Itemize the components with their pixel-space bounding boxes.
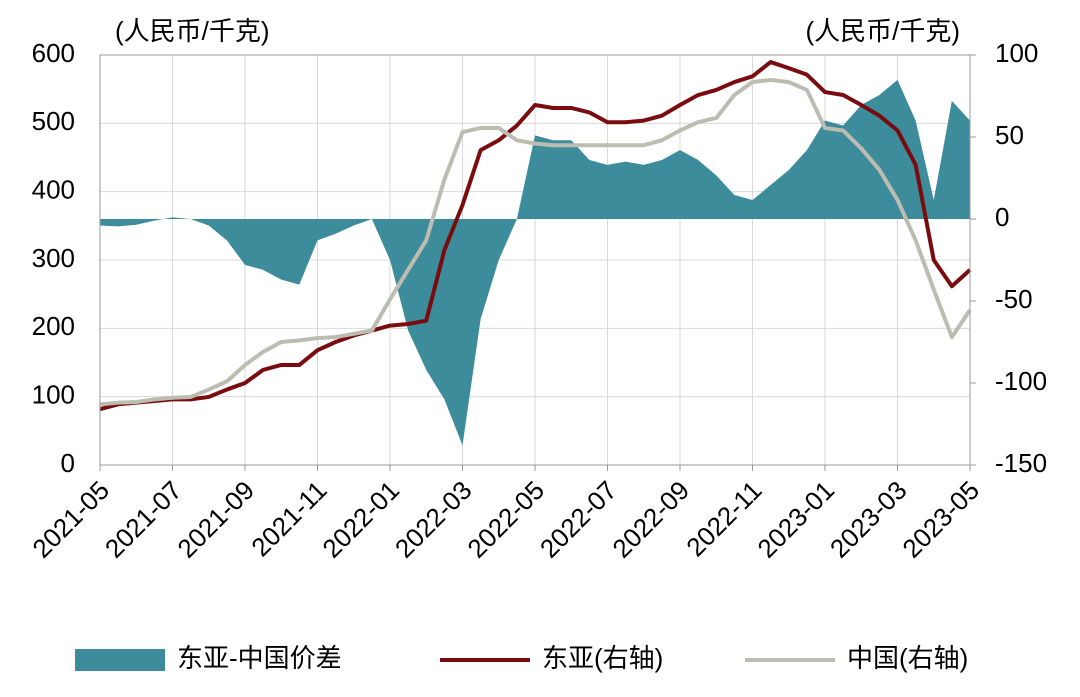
legend-label: 东亚(右轴) [542,643,663,673]
x-tick-label: 2021-09 [171,475,260,564]
y2-tick-label: -50 [995,284,1033,314]
y2-tick-label: 0 [995,202,1009,232]
y2-tick-label: 100 [995,38,1038,68]
plot-frame [99,54,971,466]
x-tick-label: 2022-07 [534,475,623,564]
legend-label: 中国(右轴) [847,643,968,673]
line [99,60,972,412]
y-tick-label: 100 [32,380,75,410]
y2-tick-label: -100 [995,366,1047,396]
x-tick-label: 2021-11 [245,475,332,562]
legend-swatch [75,649,165,671]
y-tick-label: 0 [61,448,75,478]
y2-tick-label: -150 [995,448,1047,478]
line [99,77,972,407]
y-tick-label: 500 [32,106,75,136]
x-tick-label: 2022-09 [606,475,695,564]
y-tick-label: 200 [32,311,75,341]
y-tick-label: 300 [32,243,75,273]
x-tick-label: 2022-03 [389,475,478,564]
y-tick-label: 600 [32,38,75,68]
y2-axis-label: (人民币/千克) [805,16,960,46]
x-tick-label: 2023-05 [896,475,985,564]
x-tick-label: 2022-11 [680,475,767,562]
legend-label: 东亚-中国价差 [177,643,342,673]
x-tick-label: 2022-05 [461,475,550,564]
y-tick-label: 400 [32,175,75,205]
x-tick-label: 2023-01 [751,475,840,564]
y2-tick-label: 50 [995,120,1024,150]
x-tick-label: 2021-07 [99,475,188,564]
x-tick-label: 2022-01 [316,475,405,564]
y-axis-label: (人民币/千克) [115,16,270,46]
x-tick-label: 2023-03 [824,475,913,564]
x-tick-label: 2021-05 [26,475,115,564]
